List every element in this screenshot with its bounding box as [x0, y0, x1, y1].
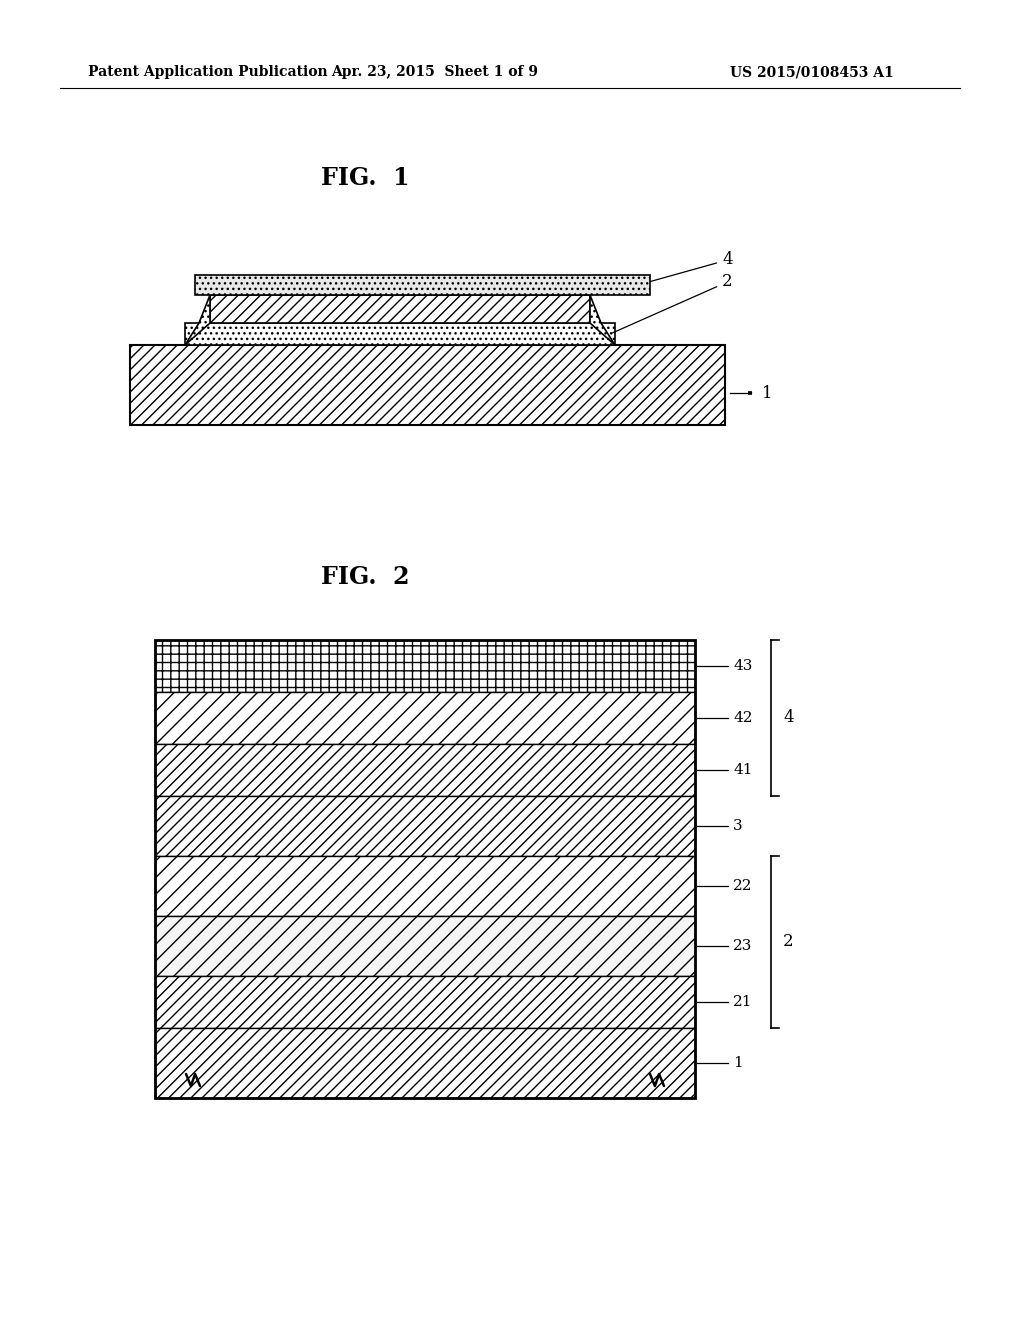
- Text: 41: 41: [733, 763, 753, 777]
- Bar: [155, 744, 695, 796]
- Text: 23: 23: [733, 939, 753, 953]
- Text: 1: 1: [762, 384, 773, 401]
- Bar: [155, 975, 695, 1028]
- Bar: [210, 294, 590, 323]
- Bar: [195, 275, 650, 294]
- Bar: [155, 1028, 695, 1098]
- Text: 22: 22: [733, 879, 753, 894]
- Text: FIG.  2: FIG. 2: [321, 565, 410, 589]
- Bar: [155, 916, 695, 975]
- Polygon shape: [590, 294, 615, 345]
- Text: 21: 21: [733, 995, 753, 1008]
- Text: 3: 3: [733, 818, 742, 833]
- Bar: [155, 640, 695, 1098]
- Text: 42: 42: [733, 711, 753, 725]
- Text: 4: 4: [647, 252, 732, 282]
- Bar: [185, 323, 615, 345]
- Bar: [155, 796, 695, 855]
- Text: 4: 4: [783, 710, 794, 726]
- Bar: [130, 345, 725, 425]
- Text: FIG.  1: FIG. 1: [321, 166, 410, 190]
- Polygon shape: [185, 294, 210, 345]
- Text: 2: 2: [612, 273, 732, 333]
- Text: US 2015/0108453 A1: US 2015/0108453 A1: [730, 65, 894, 79]
- Text: 43: 43: [733, 659, 753, 673]
- Text: 2: 2: [783, 933, 794, 950]
- Text: Patent Application Publication: Patent Application Publication: [88, 65, 328, 79]
- Text: 1: 1: [733, 1056, 742, 1071]
- Bar: [155, 855, 695, 916]
- Text: Apr. 23, 2015  Sheet 1 of 9: Apr. 23, 2015 Sheet 1 of 9: [332, 65, 539, 79]
- Bar: [155, 640, 695, 692]
- Bar: [155, 692, 695, 744]
